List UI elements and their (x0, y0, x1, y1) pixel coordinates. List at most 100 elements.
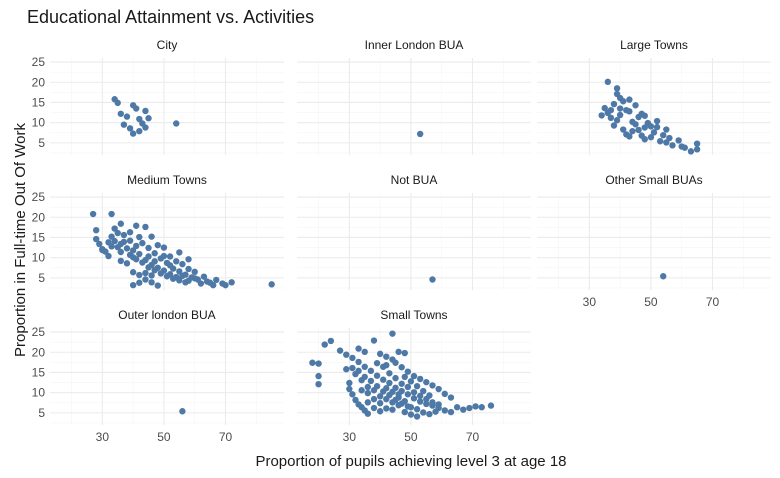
x-tick-label: 30 (343, 430, 357, 444)
y-tick-label: 15 (32, 365, 46, 379)
data-point (604, 78, 612, 86)
data-point (376, 350, 384, 358)
data-point (120, 231, 128, 239)
data-point (148, 279, 155, 286)
data-point (607, 114, 615, 122)
data-point (370, 337, 378, 344)
data-point (392, 396, 399, 404)
data-point (635, 126, 642, 134)
data-point (166, 253, 174, 260)
facet-inner-london-bua: Inner London BUA (297, 38, 531, 155)
data-point (626, 96, 633, 103)
data-point (398, 400, 405, 407)
data-point (401, 349, 408, 357)
y-axis-label: Proportion in Full-time Out Of Work (12, 123, 29, 357)
data-point (383, 361, 390, 369)
data-point (148, 233, 155, 240)
data-point (407, 378, 415, 385)
facet-label-medium-towns: Medium Towns (127, 173, 207, 187)
data-point (96, 240, 103, 248)
data-point (373, 372, 381, 379)
y-tick-label: 20 (32, 210, 46, 224)
data-point (376, 393, 384, 400)
data-point (601, 104, 608, 112)
data-point (154, 282, 161, 289)
data-point (441, 407, 448, 414)
data-point (129, 269, 137, 276)
data-point (136, 250, 143, 258)
data-point (401, 373, 408, 381)
facet-label-large-towns: Large Towns (620, 38, 688, 52)
data-point (349, 391, 356, 398)
data-point (92, 226, 100, 234)
data-point (89, 210, 97, 218)
data-point (395, 348, 402, 356)
data-point (111, 225, 118, 232)
data-point (133, 105, 140, 112)
data-point (447, 394, 455, 401)
data-point (315, 360, 322, 367)
y-tick-label: 5 (38, 271, 45, 285)
y-tick-label: 10 (32, 116, 46, 130)
data-point (598, 112, 605, 119)
facet-city: City 5 10 15 20 25 (32, 38, 284, 155)
y-tick-label: 15 (32, 95, 46, 109)
data-point (376, 399, 384, 407)
data-point (610, 100, 618, 108)
data-point (160, 252, 168, 260)
data-point (185, 265, 192, 273)
data-point (129, 247, 137, 254)
y-tick-label: 10 (32, 251, 46, 265)
facet-label-not-bua: Not BUA (391, 173, 438, 187)
data-point (206, 279, 214, 286)
data-point (166, 262, 174, 269)
facet-label-city: City (157, 38, 178, 52)
data-point (123, 245, 131, 252)
data-point (179, 260, 186, 268)
data-point (268, 281, 275, 288)
data-point (111, 237, 118, 245)
data-point (355, 367, 362, 375)
data-point (389, 388, 396, 396)
data-point (142, 223, 149, 231)
data-point (108, 210, 115, 218)
data-point (404, 403, 412, 410)
y-tick-label: 25 (32, 55, 46, 69)
data-point (129, 130, 137, 137)
data-point (349, 364, 356, 372)
data-point (420, 387, 427, 395)
data-point (693, 140, 701, 147)
data-point (663, 139, 670, 146)
data-point (423, 378, 430, 386)
data-point (191, 268, 198, 276)
data-point (352, 396, 359, 404)
data-point (142, 107, 149, 115)
data-point (429, 276, 436, 283)
data-point (151, 258, 158, 265)
y-tick-label: 25 (32, 190, 46, 204)
data-point (361, 363, 368, 370)
data-point (681, 144, 688, 151)
data-point (472, 403, 479, 410)
x-tick-label: 70 (219, 430, 233, 444)
facet-medium-towns: Medium Towns 5 10 15 20 25 (32, 173, 284, 290)
data-point (373, 383, 381, 390)
data-point (432, 408, 439, 415)
y-tick-label: 20 (32, 75, 46, 89)
data-point (142, 276, 149, 283)
data-point (620, 98, 627, 105)
data-point (613, 85, 621, 92)
data-point (309, 359, 316, 366)
data-point (120, 121, 128, 128)
data-point (133, 222, 140, 229)
data-point (355, 345, 362, 352)
data-point (133, 242, 140, 250)
facet-label-inner-london-bua: Inner London BUA (365, 38, 464, 52)
data-point (647, 134, 655, 141)
data-point (620, 126, 627, 133)
data-point (361, 373, 368, 381)
data-point (117, 220, 125, 227)
data-point (179, 408, 186, 415)
data-point (126, 237, 134, 244)
data-point (669, 142, 676, 149)
